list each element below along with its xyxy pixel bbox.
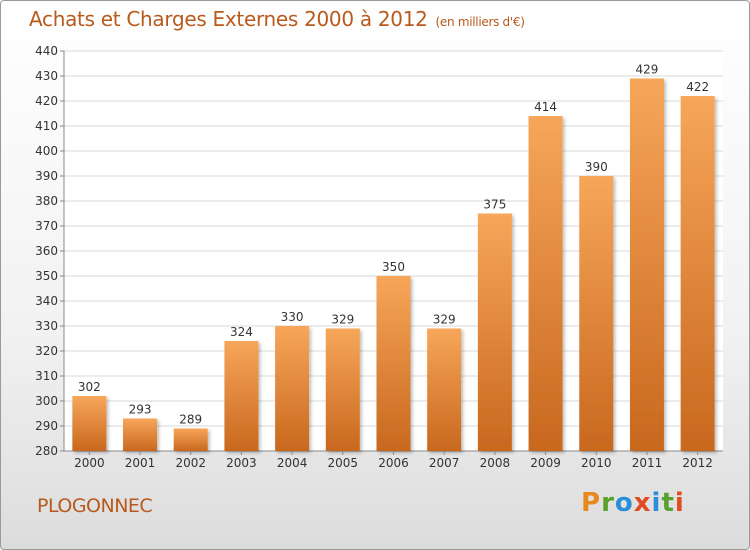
bar-value-label: 350 [382, 260, 405, 274]
x-tick-label: 2002 [175, 456, 206, 470]
title-unit: (en milliers d'€) [435, 15, 525, 29]
bar [376, 276, 411, 451]
y-tick-label: 420 [35, 94, 58, 108]
y-tick-label: 280 [35, 444, 58, 458]
y-tick-label: 400 [35, 144, 58, 158]
bar [325, 328, 360, 451]
bar-value-label: 293 [129, 403, 152, 417]
bar-value-label: 390 [585, 160, 608, 174]
bar [224, 341, 259, 451]
logo-letter: o [614, 488, 634, 518]
y-tick-label: 350 [35, 269, 58, 283]
bar [173, 428, 208, 451]
y-tick-label: 320 [35, 344, 58, 358]
bar-value-label: 329 [433, 313, 456, 327]
x-tick-label: 2009 [530, 456, 561, 470]
y-tick-label: 430 [35, 69, 58, 83]
bar-value-label: 330 [281, 310, 304, 324]
place-name: PLOGONNEC [37, 495, 153, 517]
y-tick-label: 440 [35, 44, 58, 58]
bar-value-label: 422 [686, 80, 709, 94]
x-tick-label: 2001 [125, 456, 156, 470]
logo-letter: i [651, 488, 662, 518]
x-tick-label: 2000 [74, 456, 105, 470]
bar-value-label: 429 [636, 63, 659, 77]
bar [528, 116, 563, 451]
x-tick-label: 2005 [328, 456, 359, 470]
y-tick-label: 300 [35, 394, 58, 408]
x-tick-label: 2004 [277, 456, 308, 470]
y-tick-label: 310 [35, 369, 58, 383]
bar [629, 78, 664, 451]
bar-value-label: 324 [230, 325, 253, 339]
y-tick-label: 370 [35, 219, 58, 233]
x-tick-label: 2011 [632, 456, 663, 470]
bar [579, 176, 614, 451]
y-tick-label: 410 [35, 119, 58, 133]
bars: 302 293 289 324 330 329 350 329 375 414 390 429 422 [72, 63, 715, 451]
x-tick-label: 2010 [581, 456, 612, 470]
logo-letter: x [633, 488, 652, 518]
y-axis-tick-labels: 280 290 300 310 320 330 340 350 360 370 380 390 400 4… [35, 44, 58, 458]
logo-letter: t [661, 488, 675, 518]
x-tick-label: 2003 [226, 456, 257, 470]
bar [123, 418, 158, 451]
bar-value-label: 329 [331, 313, 354, 327]
x-tick-label: 2012 [682, 456, 713, 470]
y-tick-label: 360 [35, 244, 58, 258]
bar [477, 213, 512, 451]
y-tick-label: 290 [35, 419, 58, 433]
logo-letter: i [674, 488, 685, 518]
x-tick-label: 2006 [378, 456, 409, 470]
bar [680, 96, 715, 451]
y-tick-label: 390 [35, 169, 58, 183]
bar-value-label: 375 [483, 198, 506, 212]
chart-title: Achats et Charges Externes 2000 à 2012 (e… [29, 7, 525, 31]
x-axis-tick-labels: 2000 2001 2002 2003 2004 2005 2006 2007 2008 2009… [74, 451, 713, 470]
logo-letter: P [581, 488, 602, 518]
bar [427, 328, 462, 451]
y-tick-label: 340 [35, 294, 58, 308]
x-tick-label: 2007 [429, 456, 460, 470]
y-tick-label: 330 [35, 319, 58, 333]
y-tick-label: 380 [35, 194, 58, 208]
x-tick-label: 2008 [480, 456, 511, 470]
bar-value-label: 414 [534, 100, 557, 114]
logo-letter: r [601, 488, 615, 518]
bar-value-label: 289 [179, 413, 202, 427]
bar-value-label: 302 [78, 380, 101, 394]
bar [72, 396, 107, 451]
proxiti-logo: Proxiti [581, 488, 685, 518]
bar [275, 326, 310, 451]
title-text: Achats et Charges Externes 2000 à 2012 [29, 7, 428, 31]
